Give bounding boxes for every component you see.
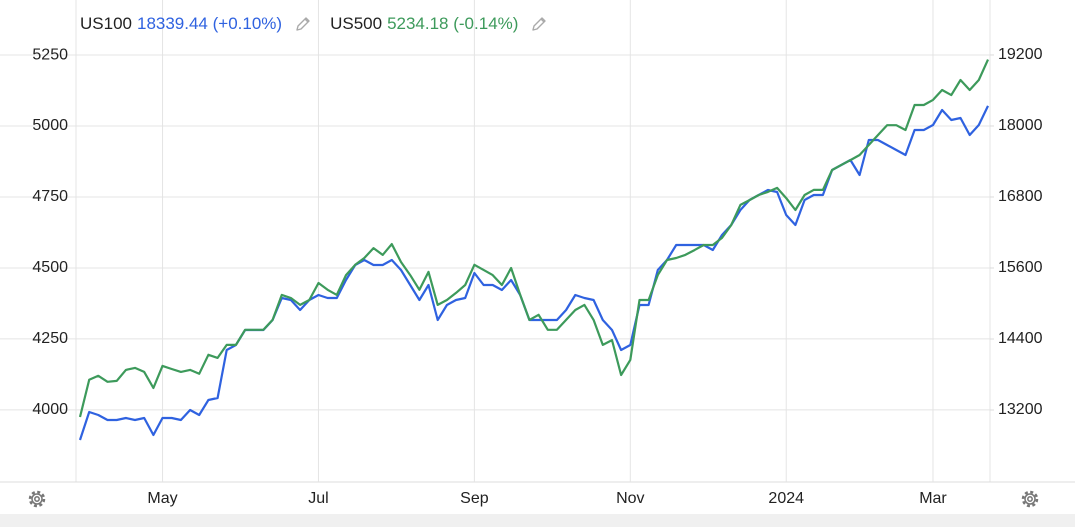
y2-tick-label: 18000 — [998, 117, 1043, 134]
settings-icon-right[interactable] — [1021, 490, 1039, 508]
x-tick-label: Mar — [919, 490, 947, 507]
y-tick-label: 5250 — [32, 46, 68, 63]
legend-name: US100 — [80, 14, 132, 33]
settings-icon-left[interactable] — [28, 490, 46, 508]
y-tick-label: 4500 — [32, 259, 68, 276]
y2-tick-label: 15600 — [998, 259, 1043, 276]
y-tick-label: 4750 — [32, 188, 68, 205]
x-tick-label: 2024 — [768, 490, 804, 507]
y-tick-label: 4250 — [32, 330, 68, 347]
x-tick-label: Nov — [616, 490, 644, 507]
legend-name: US500 — [330, 14, 383, 33]
footer-strip — [0, 514, 1075, 527]
edit-icon[interactable] — [530, 15, 548, 33]
x-tick-label: May — [147, 490, 177, 507]
x-tick-label: Sep — [460, 490, 489, 507]
y-tick-label: 5000 — [32, 117, 68, 134]
legend-item: US100 18339.44 (+0.10%) — [80, 14, 312, 34]
legend: US100 18339.44 (+0.10%) US500 5234.18 (-0.1… — [80, 11, 566, 37]
series-line — [78, 59, 990, 418]
y2-tick-label: 14400 — [998, 330, 1043, 347]
series-line — [78, 105, 989, 441]
y2-tick-label: 19200 — [998, 46, 1043, 63]
legend-value: 5234.18 (-0.14%) — [387, 14, 519, 33]
legend-item: US500 5234.18 (-0.14%) — [330, 14, 548, 34]
legend-value: 18339.44 (+0.10%) — [136, 14, 283, 33]
y2-tick-label: 16800 — [998, 188, 1043, 205]
y2-tick-label: 13200 — [998, 401, 1043, 418]
x-tick-label: Jul — [308, 490, 328, 507]
edit-icon[interactable] — [294, 15, 312, 33]
y-tick-label: 4000 — [32, 401, 68, 418]
